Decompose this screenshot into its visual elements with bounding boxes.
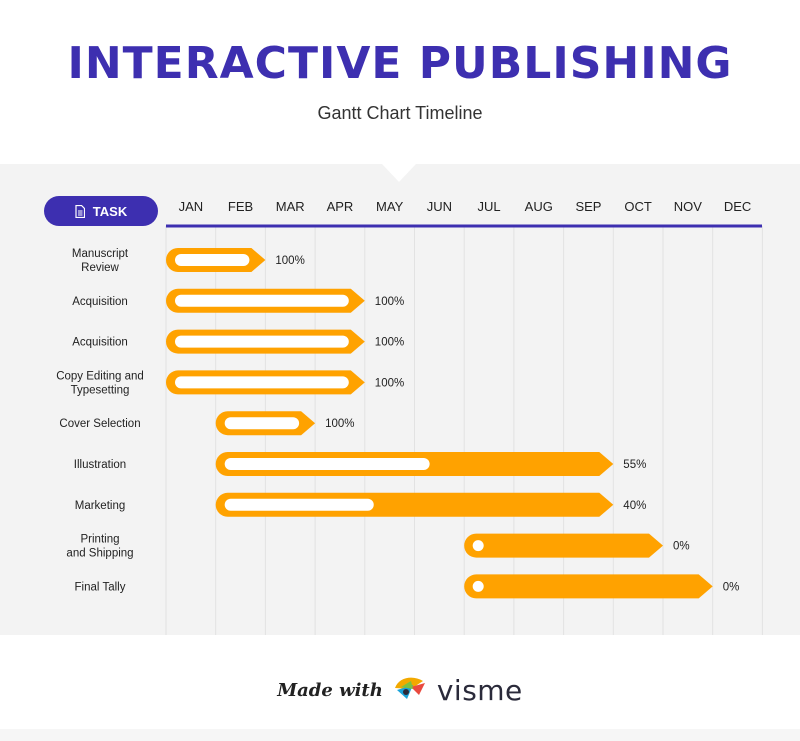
task-name: Copy Editing and Typesetting <box>56 370 144 396</box>
progress-fill <box>224 458 430 470</box>
month-label: JUL <box>477 199 500 214</box>
progress-dot <box>472 540 484 552</box>
task-name: Acquisition <box>72 296 128 308</box>
task-name: Final Tally <box>75 581 126 593</box>
progress-fill <box>224 498 374 511</box>
progress-fill <box>175 335 349 348</box>
task-bar <box>464 533 663 558</box>
gantt-chart: JAN FEB MAR APR MAY JUN JUL AUG SEP OCT NOV DEC Manu… <box>56 199 763 635</box>
month-label: APR <box>327 199 354 214</box>
progress-label: 0% <box>723 581 740 593</box>
task-bar <box>464 574 713 599</box>
progress-label: 55% <box>623 459 646 471</box>
progress-label: 100% <box>325 418 354 430</box>
page-title: INTERACTIVE PUBLISHING <box>67 38 733 89</box>
month-label: AUG <box>525 199 553 214</box>
month-label: DEC <box>724 199 751 214</box>
progress-label: 0% <box>673 541 690 553</box>
progress-fill <box>175 294 349 307</box>
page-subtitle: Gantt Chart Timeline <box>317 103 483 123</box>
made-with-text: Made with <box>277 679 383 701</box>
month-label: MAR <box>276 199 305 214</box>
task-header-pill: TASK <box>44 196 158 226</box>
progress-fill <box>175 376 349 389</box>
progress-label: 100% <box>375 337 404 349</box>
progress-label: 40% <box>623 500 646 512</box>
progress-fill <box>175 254 250 266</box>
task-header-label: TASK <box>92 203 128 219</box>
gantt-panel <box>0 164 800 635</box>
month-label: NOV <box>674 199 703 214</box>
month-label: JAN <box>179 199 204 214</box>
task-name: Printing and Shipping <box>66 534 133 560</box>
progress-label: 100% <box>275 255 304 267</box>
progress-label: 100% <box>375 377 404 389</box>
progress-fill <box>224 417 300 430</box>
task-name: Manuscript Review <box>72 248 129 274</box>
month-label: JUN <box>427 199 452 214</box>
task-name: Cover Selection <box>59 418 140 430</box>
progress-dot <box>472 580 484 592</box>
footer: Made with visme <box>0 665 800 715</box>
document-icon <box>75 204 85 218</box>
task-name: Illustration <box>74 459 126 471</box>
month-label: SEP <box>575 199 601 214</box>
task-name: Acquisition <box>72 337 128 349</box>
bottom-strip <box>0 729 800 741</box>
brand-name: visme <box>436 673 523 707</box>
progress-label: 100% <box>375 296 404 308</box>
month-label: OCT <box>624 199 652 214</box>
month-label: FEB <box>228 199 253 214</box>
panel-notch <box>382 164 416 182</box>
task-name: Marketing <box>75 500 126 512</box>
month-label: MAY <box>376 199 404 214</box>
visme-logo-icon <box>393 675 427 706</box>
